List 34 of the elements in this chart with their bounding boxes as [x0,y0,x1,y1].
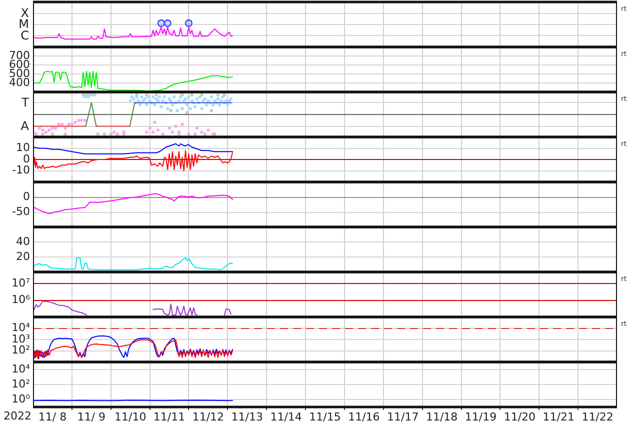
x-tick-label: 11/20 [504,410,536,424]
y-tick-label: 0 [23,152,30,166]
y-tick-label: 0 [23,190,30,203]
x-axis-title: 2022 [4,409,32,422]
y-tick-label: 10⁷ [12,276,30,290]
x-tick-label: 11/21 [542,410,574,424]
x-tick-label: 11/11 [153,410,186,424]
x-tick-label: 11/12 [192,410,224,424]
y-tick-label: 10³ [12,332,30,346]
y-tick-label: 10⁶ [12,293,31,306]
y-tick-label: -10 [12,164,30,177]
x-tick-label: 11/ 8 [38,410,67,424]
y-tick-label: 10 [16,141,30,154]
x-tick-label: 11/16 [348,410,380,424]
y-tick-label: 10⁰ [12,392,31,406]
x-tick-label: 11/15 [309,410,341,424]
y-tick-label: -50 [12,204,30,218]
x-tick-label: 11/22 [582,410,614,424]
ref-line-label: X [20,6,29,20]
x-tick-label: 11/19 [464,410,497,424]
x-tick-label: 11/17 [387,410,419,424]
x-tick-label: 11/14 [270,410,302,424]
y-tick-label: 10² [12,377,30,390]
y-tick-label: 40 [16,234,30,248]
x-tick-label: 11/10 [114,410,146,424]
y-tick-label: 10² [12,344,30,357]
x-tick-label: 11/13 [231,410,263,424]
x-tick-label: 11/ 9 [77,410,106,424]
ref-line-label: A [20,118,30,133]
x-tick-label: 11/18 [426,410,458,424]
ref-line-label: T [20,95,30,110]
y-tick-label: 10⁴ [12,362,31,376]
y-tick-label: 10⁴ [12,321,31,334]
y-tick-label: 20 [16,250,30,263]
